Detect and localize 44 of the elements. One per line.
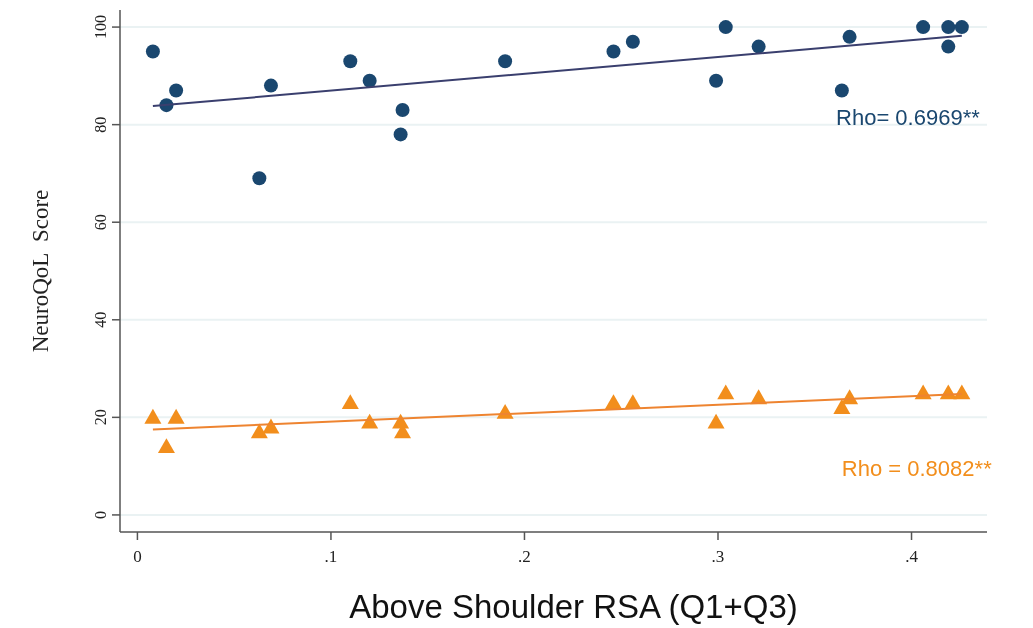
- point: [625, 34, 640, 49]
- point: [717, 384, 735, 400]
- point: [941, 20, 956, 35]
- point: [343, 54, 358, 69]
- point: [252, 171, 267, 186]
- point: [250, 423, 268, 439]
- point: [341, 394, 359, 410]
- point: [157, 438, 175, 453]
- y-tick-label: 20: [92, 409, 109, 426]
- point: [498, 54, 513, 69]
- point: [842, 29, 857, 44]
- point: [941, 39, 956, 54]
- point: [916, 20, 931, 35]
- y-tick-label: 0: [92, 510, 109, 519]
- annotation: Rho= 0.6969**: [836, 104, 981, 130]
- point: [709, 73, 724, 88]
- y-tick-label: 60: [92, 214, 109, 231]
- x-tick-label: 0: [133, 547, 142, 566]
- point: [834, 83, 849, 98]
- y-axis-title: NeuroQoL Score: [28, 189, 53, 353]
- x-tick-label: .2: [518, 547, 531, 566]
- point: [167, 408, 185, 424]
- point: [169, 83, 184, 98]
- x-tick-label: .3: [711, 547, 725, 566]
- x-axis-title: Above Shoulder RSA (Q1+Q3): [349, 588, 798, 625]
- y-tick-label: 40: [92, 311, 109, 328]
- y-tick-label: 80: [92, 116, 109, 133]
- point: [718, 20, 733, 35]
- point: [395, 103, 410, 118]
- annotation: Rho = 0.8082**: [841, 455, 993, 481]
- x-tick-label: .1: [324, 547, 338, 566]
- point: [707, 413, 725, 429]
- point: [145, 44, 160, 59]
- point: [606, 44, 621, 59]
- point: [144, 408, 162, 424]
- point: [263, 78, 278, 93]
- point: [833, 399, 851, 414]
- point: [392, 413, 410, 429]
- point: [362, 73, 377, 88]
- y-tick-label: 100: [92, 15, 109, 40]
- point: [751, 39, 766, 54]
- point: [954, 20, 969, 35]
- point: [393, 127, 408, 142]
- x-tick-label: .4: [905, 547, 919, 566]
